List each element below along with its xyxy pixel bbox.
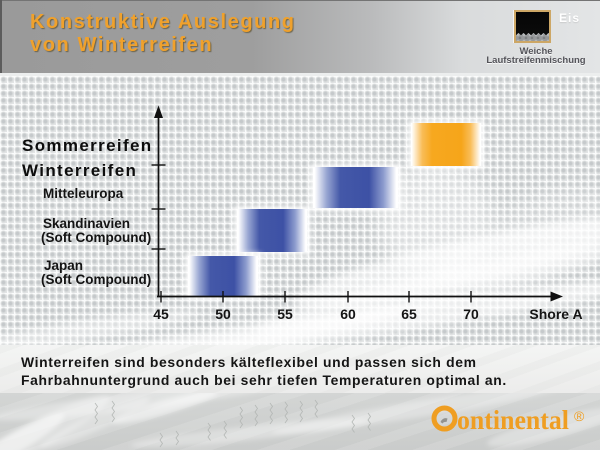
- svg-text:ontinental: ontinental: [457, 405, 569, 435]
- svg-text:®: ®: [574, 408, 585, 424]
